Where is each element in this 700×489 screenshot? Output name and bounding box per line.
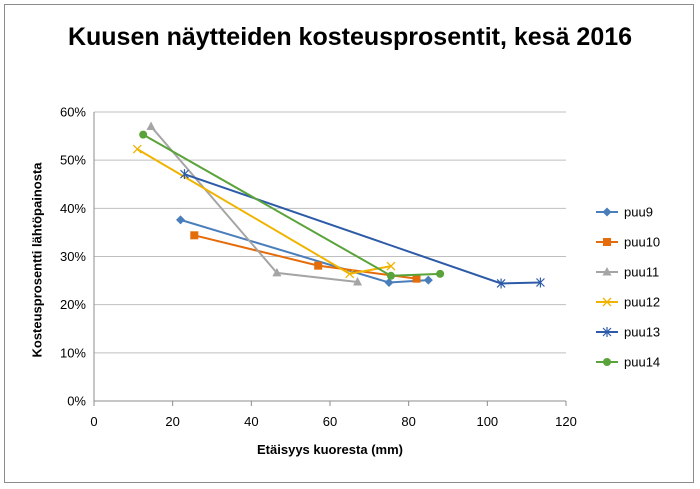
legend-marker-puu10: [603, 238, 611, 246]
series-line-puu11: [150, 125, 358, 284]
legend-label-puu13: puu13: [624, 325, 660, 340]
legend-label-puu10: puu10: [624, 235, 660, 250]
legend-marker-puu13: [602, 327, 612, 337]
data-point-puu14: [139, 130, 148, 139]
legend-label-puu12: puu12: [624, 295, 660, 310]
data-point-puu10: [190, 231, 199, 240]
x-tick-label: 120: [555, 414, 577, 429]
data-point-puu12: [386, 261, 396, 271]
data-point-puu13: [180, 169, 189, 180]
data-point-puu12: [345, 269, 355, 279]
x-tick-label: 80: [401, 414, 415, 429]
legend-marker-puu14: [603, 358, 611, 366]
legend-marker-puu9: [602, 207, 612, 217]
data-point-puu11: [272, 267, 282, 277]
y-tick-label: 20%: [60, 297, 86, 312]
x-tick-label: 0: [90, 414, 97, 429]
x-tick-label: 60: [323, 414, 337, 429]
data-point-puu9: [176, 215, 186, 225]
legend-label-puu11: puu11: [624, 265, 659, 280]
y-tick-label: 60%: [60, 105, 86, 120]
series-line-puu14: [142, 133, 441, 277]
y-tick-label: 0%: [67, 394, 86, 409]
y-tick-label: 50%: [60, 153, 86, 168]
data-point-puu11: [146, 121, 156, 130]
chart-title: Kuusen näytteiden kosteusprosentit, kesä…: [67, 23, 633, 51]
data-point-puu12: [132, 144, 142, 154]
y-tick-label: 10%: [60, 345, 86, 360]
data-point-puu14: [386, 271, 395, 280]
y-tick-label: 30%: [60, 249, 86, 264]
legend-label-puu9: puu9: [624, 205, 653, 220]
x-tick-label: 20: [165, 414, 179, 429]
legend-marker-puu11: [602, 267, 612, 276]
x-tick-label: 100: [476, 414, 498, 429]
data-point-puu13: [536, 277, 545, 288]
chart-frame: [4, 4, 694, 483]
data-point-puu10: [412, 274, 421, 283]
data-point-puu10: [314, 261, 323, 270]
data-point-puu11: [353, 277, 363, 286]
data-point-puu9: [384, 278, 394, 288]
x-tick-label: 40: [244, 414, 258, 429]
data-point-puu13: [496, 278, 506, 289]
y-tick-label: 40%: [60, 201, 86, 216]
x-axis-label: Etäisyys kuoresta (mm): [257, 442, 403, 457]
legend-marker-puu12: [602, 297, 612, 307]
data-point-puu9: [423, 275, 433, 285]
legend-label-puu14: puu14: [624, 355, 660, 370]
data-point-puu14: [436, 269, 445, 278]
